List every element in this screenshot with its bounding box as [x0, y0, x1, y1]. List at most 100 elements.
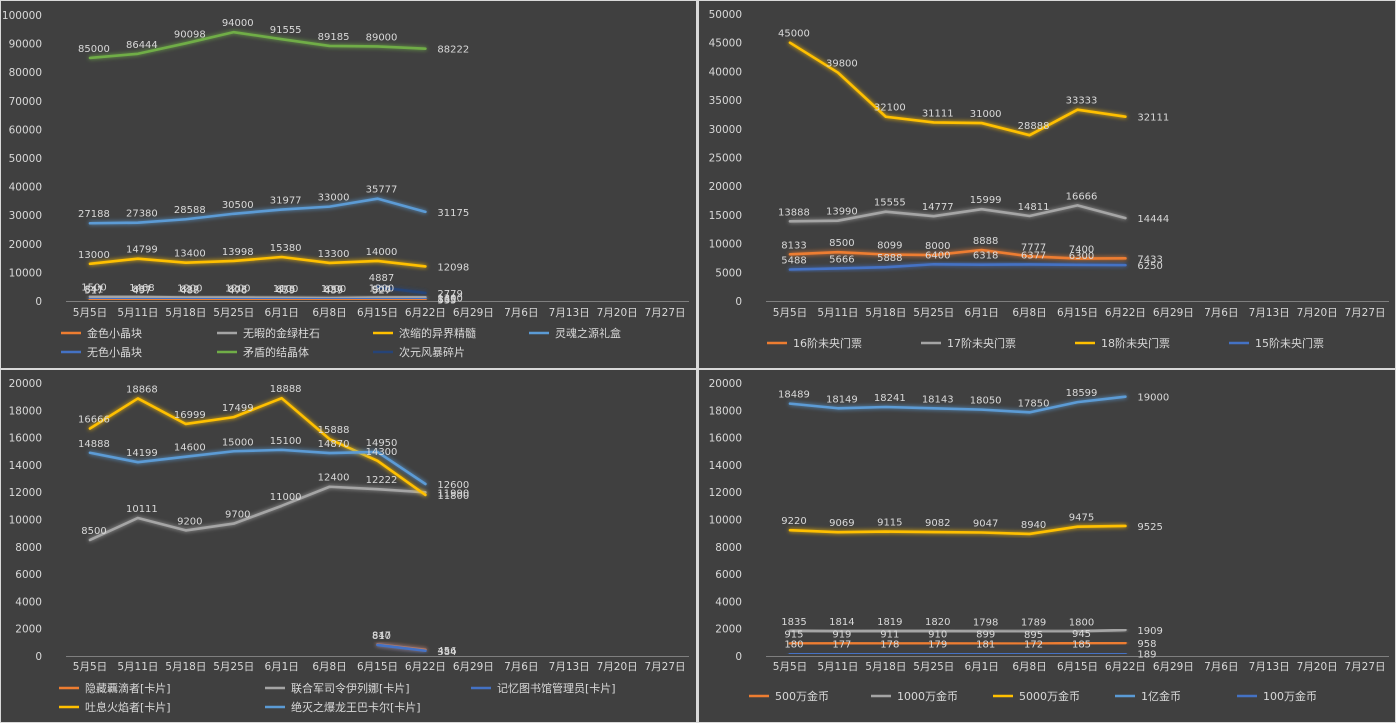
data-label: 14199 [126, 448, 158, 459]
y-tick-label: 5000 [715, 267, 742, 279]
data-label: 15100 [270, 436, 302, 447]
data-label: 847 [372, 630, 391, 641]
x-tick-label: 6月15日 [357, 661, 398, 673]
x-tick-label: 6月29日 [453, 307, 494, 319]
data-label: 527 [372, 285, 391, 296]
legend-item-记忆图书馆管理员-卡片-: 记忆图书馆管理员[卡片] [471, 681, 616, 695]
data-label: 91555 [270, 25, 302, 36]
y-tick-label: 6000 [715, 569, 742, 581]
data-label: 911 [880, 630, 899, 641]
x-tick-label: 7月27日 [1345, 307, 1386, 319]
data-label: 384 [437, 647, 456, 658]
x-tick-label: 7月6日 [504, 661, 538, 673]
data-label: 10111 [126, 504, 158, 515]
data-label: 4887 [369, 273, 394, 284]
x-tick-label: 7月6日 [1204, 661, 1238, 673]
y-tick-label: 50000 [9, 153, 42, 165]
data-label: 9220 [781, 516, 806, 527]
legend-label: 100万金币 [1263, 689, 1317, 703]
data-label: 27188 [78, 209, 110, 220]
series-lines [88, 396, 427, 653]
data-label: 9525 [1137, 522, 1162, 533]
series-line-17阶未央门票 [788, 204, 1127, 223]
data-label: 865 [437, 295, 456, 306]
y-tick-label: 30000 [9, 210, 42, 222]
data-label: 1789 [1021, 618, 1046, 629]
x-tick-label: 6月22日 [1105, 661, 1146, 673]
x-tick-label: 6月29日 [1153, 307, 1194, 319]
x-tick-label: 6月8日 [312, 661, 346, 673]
y-tick-label: 4000 [15, 596, 42, 608]
y-tick-label: 15000 [709, 210, 742, 222]
chart-cards: 0 2000 4000 6000 8000 10000 12000 14000 16000 180… [9, 378, 689, 714]
data-label: 456 [437, 646, 456, 657]
data-label: 13400 [174, 249, 206, 260]
x-tick-label: 5月18日 [865, 307, 906, 319]
data-label: 5666 [829, 254, 854, 265]
x-tick-label: 5月18日 [165, 307, 206, 319]
data-label: 958 [1137, 639, 1156, 650]
data-label: 12098 [437, 262, 469, 273]
y-tick-label: 12000 [709, 487, 742, 499]
data-label: 7433 [1137, 254, 1162, 265]
data-label: 803 [228, 285, 247, 296]
legend-label: 矛盾的结晶体 [243, 345, 309, 359]
x-axis: 5月5日 5月11日 5月18日 5月25日 6月1日 6月8日 6月15日 6月22日 6月2… [773, 307, 1386, 319]
data-label: 8099 [877, 241, 902, 252]
legend-item-矛盾的结晶体: 矛盾的结晶体 [217, 345, 309, 359]
chart-panel-gold: 0 2000 4000 6000 8000 10000 12000 14000 16000 180… [699, 370, 1395, 722]
x-tick-label: 7月20日 [1297, 307, 1338, 319]
data-label: 85000 [78, 44, 110, 55]
data-label: 1200 [225, 284, 250, 295]
data-label: 14888 [78, 439, 110, 450]
legend-label: 16阶未央门票 [793, 336, 862, 350]
data-label: 13000 [78, 250, 110, 261]
x-tick-label: 5月11日 [117, 661, 158, 673]
data-label: 30500 [222, 200, 254, 211]
data-label: 94000 [222, 18, 254, 29]
data-label: 14444 [1137, 214, 1169, 225]
data-label: 8000 [925, 241, 950, 252]
data-label: 5488 [781, 255, 806, 266]
data-label: 39800 [826, 59, 858, 70]
y-tick-label: 10000 [9, 515, 42, 527]
x-tick-label: 6月22日 [405, 661, 446, 673]
y-tick-label: 20000 [709, 181, 742, 193]
data-label: 2779 [437, 289, 462, 300]
data-label: 8888 [973, 236, 998, 247]
y-tick-label: 14000 [9, 460, 42, 472]
y-tick-label: 45000 [709, 38, 742, 50]
data-label: 18143 [922, 394, 954, 405]
data-label: 172 [1024, 640, 1043, 651]
data-label: 1500 [81, 283, 106, 294]
data-label: 90098 [174, 29, 206, 40]
data-label: 1000 [321, 284, 346, 295]
legend-item-1亿金币: 1亿金币 [1115, 689, 1181, 703]
legend-label: 记忆图书馆管理员[卡片] [497, 681, 616, 695]
y-tick-label: 0 [35, 651, 42, 663]
y-tick-label: 10000 [9, 267, 42, 279]
data-label: 439 [324, 286, 343, 297]
x-tick-label: 7月6日 [504, 307, 538, 319]
x-tick-label: 7月13日 [1249, 661, 1290, 673]
legend-item-无暇的金绿柱石: 无暇的金绿柱石 [217, 326, 320, 340]
y-axis: 0 10000 20000 30000 40000 50000 60000 70000 8000… [2, 10, 42, 308]
data-label: 1814 [829, 617, 854, 628]
series-line-吐息火焰者-卡片- [88, 396, 427, 497]
series-lines [788, 395, 1127, 655]
data-label: 11800 [437, 491, 469, 502]
legend-item-次元风暴碎片: 次元风暴碎片 [373, 345, 465, 359]
legend-item-吐息火焰者-卡片-: 吐息火焰者[卡片] [59, 700, 171, 714]
data-label: 1800 [1069, 617, 1094, 628]
x-tick-label: 7月20日 [597, 307, 638, 319]
data-label: 9700 [225, 510, 250, 521]
legend-label: 18阶未央门票 [1101, 336, 1170, 350]
data-label: 32111 [1137, 113, 1169, 124]
data-label: 14870 [318, 439, 350, 450]
data-label: 16999 [174, 410, 206, 421]
data-label: 6377 [1021, 250, 1046, 261]
legend-item-隐藏覊滴者-卡片-: 隐藏覊滴者[卡片] [59, 681, 171, 695]
x-tick-label: 6月8日 [1012, 307, 1046, 319]
legend-item-15阶未央门票: 15阶未央门票 [1229, 336, 1324, 350]
series-line-500万金币 [788, 641, 1127, 646]
